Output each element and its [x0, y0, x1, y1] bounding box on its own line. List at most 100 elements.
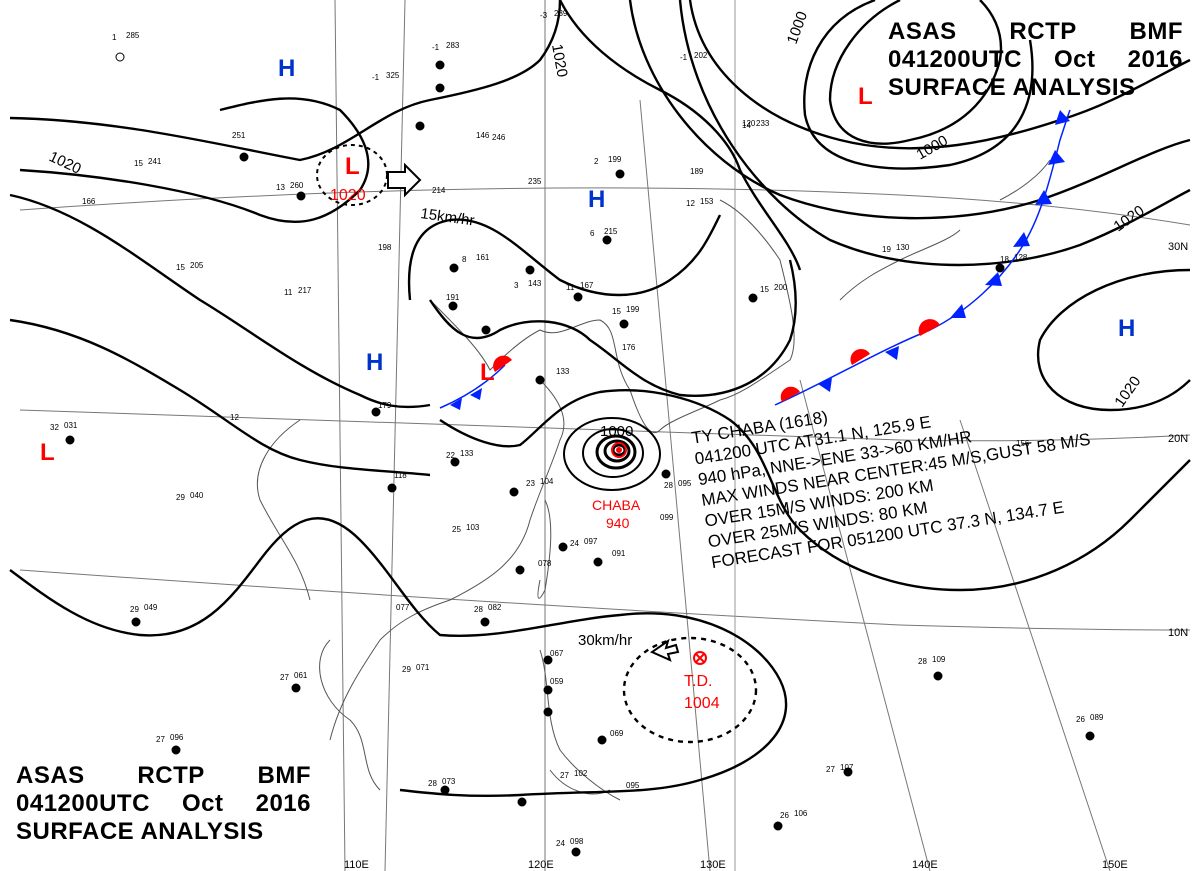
- header-top: ASAS RCTP BMF 041200UTC Oct 2016 SURFACE…: [888, 18, 1183, 102]
- station-pressure: 099: [660, 513, 674, 522]
- station-pressure: 107: [840, 763, 854, 772]
- isobar-label: 1020: [1111, 202, 1148, 235]
- station-temperature: 14: [742, 121, 751, 130]
- station-temperature: 8: [462, 255, 467, 264]
- header-title: SURFACE ANALYSIS: [16, 818, 264, 845]
- lon-label: 150E: [1102, 859, 1128, 871]
- station-pressure: 104: [540, 477, 554, 486]
- header-title: SURFACE ANALYSIS: [888, 74, 1136, 101]
- station-pressure: 200: [774, 283, 788, 292]
- station-temperature: 28: [918, 657, 927, 666]
- cold-front-symbols: [450, 110, 1070, 410]
- isobar-typhoon-big: [439, 389, 1191, 592]
- pressure-systems: H H H H L L L L: [40, 55, 1135, 466]
- station-temperature: 12: [230, 413, 239, 422]
- isobar-1000-ne: [828, 0, 1003, 145]
- station-temperature: 27: [560, 771, 569, 780]
- isobar-west-low: [9, 318, 431, 477]
- td-name: T.D.: [684, 673, 712, 690]
- station-pressure: 146: [476, 131, 490, 140]
- td-center: [693, 651, 707, 665]
- isobar-japan: [429, 259, 797, 397]
- motion-labels: 15km/hr 30km/hr: [419, 205, 632, 649]
- station-temperature: 29: [176, 493, 185, 502]
- station-temperature: 11: [566, 283, 575, 292]
- station-pressure: 128: [1014, 253, 1028, 262]
- station-pressure: 283: [446, 41, 460, 50]
- isobar-north-1020: [9, 0, 562, 162]
- td-pressure: 1004: [684, 695, 720, 712]
- station-pressure: 153: [700, 197, 714, 206]
- station-pressure: 191: [446, 293, 460, 302]
- station-pressure: 096: [170, 733, 184, 742]
- station-pressure: 082: [488, 603, 502, 612]
- low-pressure-value: 1020: [330, 187, 366, 204]
- station-pressure: 325: [386, 71, 400, 80]
- header-year: 2016: [255, 790, 311, 817]
- station-temperature: 12: [686, 199, 695, 208]
- header-agency: ASAS: [16, 762, 85, 789]
- isobar-label: 1000: [600, 423, 633, 440]
- station-pressure: 199: [626, 305, 640, 314]
- header-top-line2: 041200UTC Oct 2016: [888, 46, 1183, 74]
- station-pressure: 133: [460, 449, 474, 458]
- typhoon-name: CHABA: [592, 497, 641, 513]
- station-temperature: 24: [556, 839, 565, 848]
- low-symbol: L: [40, 439, 55, 466]
- isobars: [9, 0, 1191, 798]
- station-temperature: 23: [526, 479, 535, 488]
- high-symbol: H: [366, 349, 383, 376]
- station-temperature: 24: [570, 539, 579, 548]
- station-pressure: 089: [1090, 713, 1104, 722]
- typhoon-rings: [563, 417, 661, 491]
- lat-label: 20N: [1168, 433, 1188, 445]
- station-temperature: -3: [540, 11, 548, 20]
- station-pressure: 166: [82, 197, 96, 206]
- header-agency: ASAS: [888, 18, 957, 45]
- station-pressure: 133: [556, 367, 570, 376]
- station-temperature: -1: [372, 73, 380, 82]
- station-pressure: 067: [550, 649, 564, 658]
- station-temperature: 15: [176, 263, 185, 272]
- station-pressure: 143: [528, 279, 542, 288]
- header-bottom: ASAS RCTP BMF 041200UTC Oct 2016 SURFACE…: [16, 762, 311, 846]
- header-bottom-line2: 041200UTC Oct 2016: [16, 790, 311, 818]
- station-temperature: 18: [1000, 255, 1009, 264]
- station-pressure: 077: [396, 603, 410, 612]
- isobar-h-east: [558, 0, 802, 271]
- station-pressure: 202: [694, 51, 708, 60]
- station-pressure: 059: [550, 677, 564, 686]
- station-temperature: 2: [594, 157, 599, 166]
- header-code: BMF: [1129, 18, 1183, 45]
- station-pressure: 161: [476, 253, 490, 262]
- station-pressure: 215: [604, 227, 618, 236]
- station-temperature: 1: [112, 33, 117, 42]
- station-pressure: 189: [690, 167, 704, 176]
- station-pressure: 285: [126, 31, 140, 40]
- high-symbol: H: [588, 186, 605, 213]
- station-pressure: 097: [584, 537, 598, 546]
- station-temperature: 15: [760, 285, 769, 294]
- station-temperature: 26: [780, 811, 789, 820]
- station-pressure: 103: [466, 523, 480, 532]
- high-symbol: H: [1118, 315, 1135, 342]
- typhoon-center: [611, 442, 627, 458]
- station-pressure: 095: [626, 781, 640, 790]
- station-temperature: 19: [882, 245, 891, 254]
- station-pressure: 073: [442, 777, 456, 786]
- station-pressure: 235: [528, 177, 542, 186]
- station-markers: [65, 52, 1095, 857]
- station-pressure: 179: [378, 401, 392, 410]
- isobar-1000-ring: [803, 0, 1034, 170]
- station-pressure: 031: [64, 421, 78, 430]
- station-pressure: 069: [610, 729, 624, 738]
- motion-td-label: 30km/hr: [578, 632, 632, 649]
- header-bottom-line3: SURFACE ANALYSIS: [16, 818, 311, 846]
- station-pressure: 156: [1016, 439, 1030, 448]
- station-pressure: 061: [294, 671, 308, 680]
- isobar-label: 1000: [784, 9, 811, 46]
- station-pressure: 205: [190, 261, 204, 270]
- station-temperature: 11: [284, 288, 293, 297]
- motion-arrows: [387, 162, 680, 662]
